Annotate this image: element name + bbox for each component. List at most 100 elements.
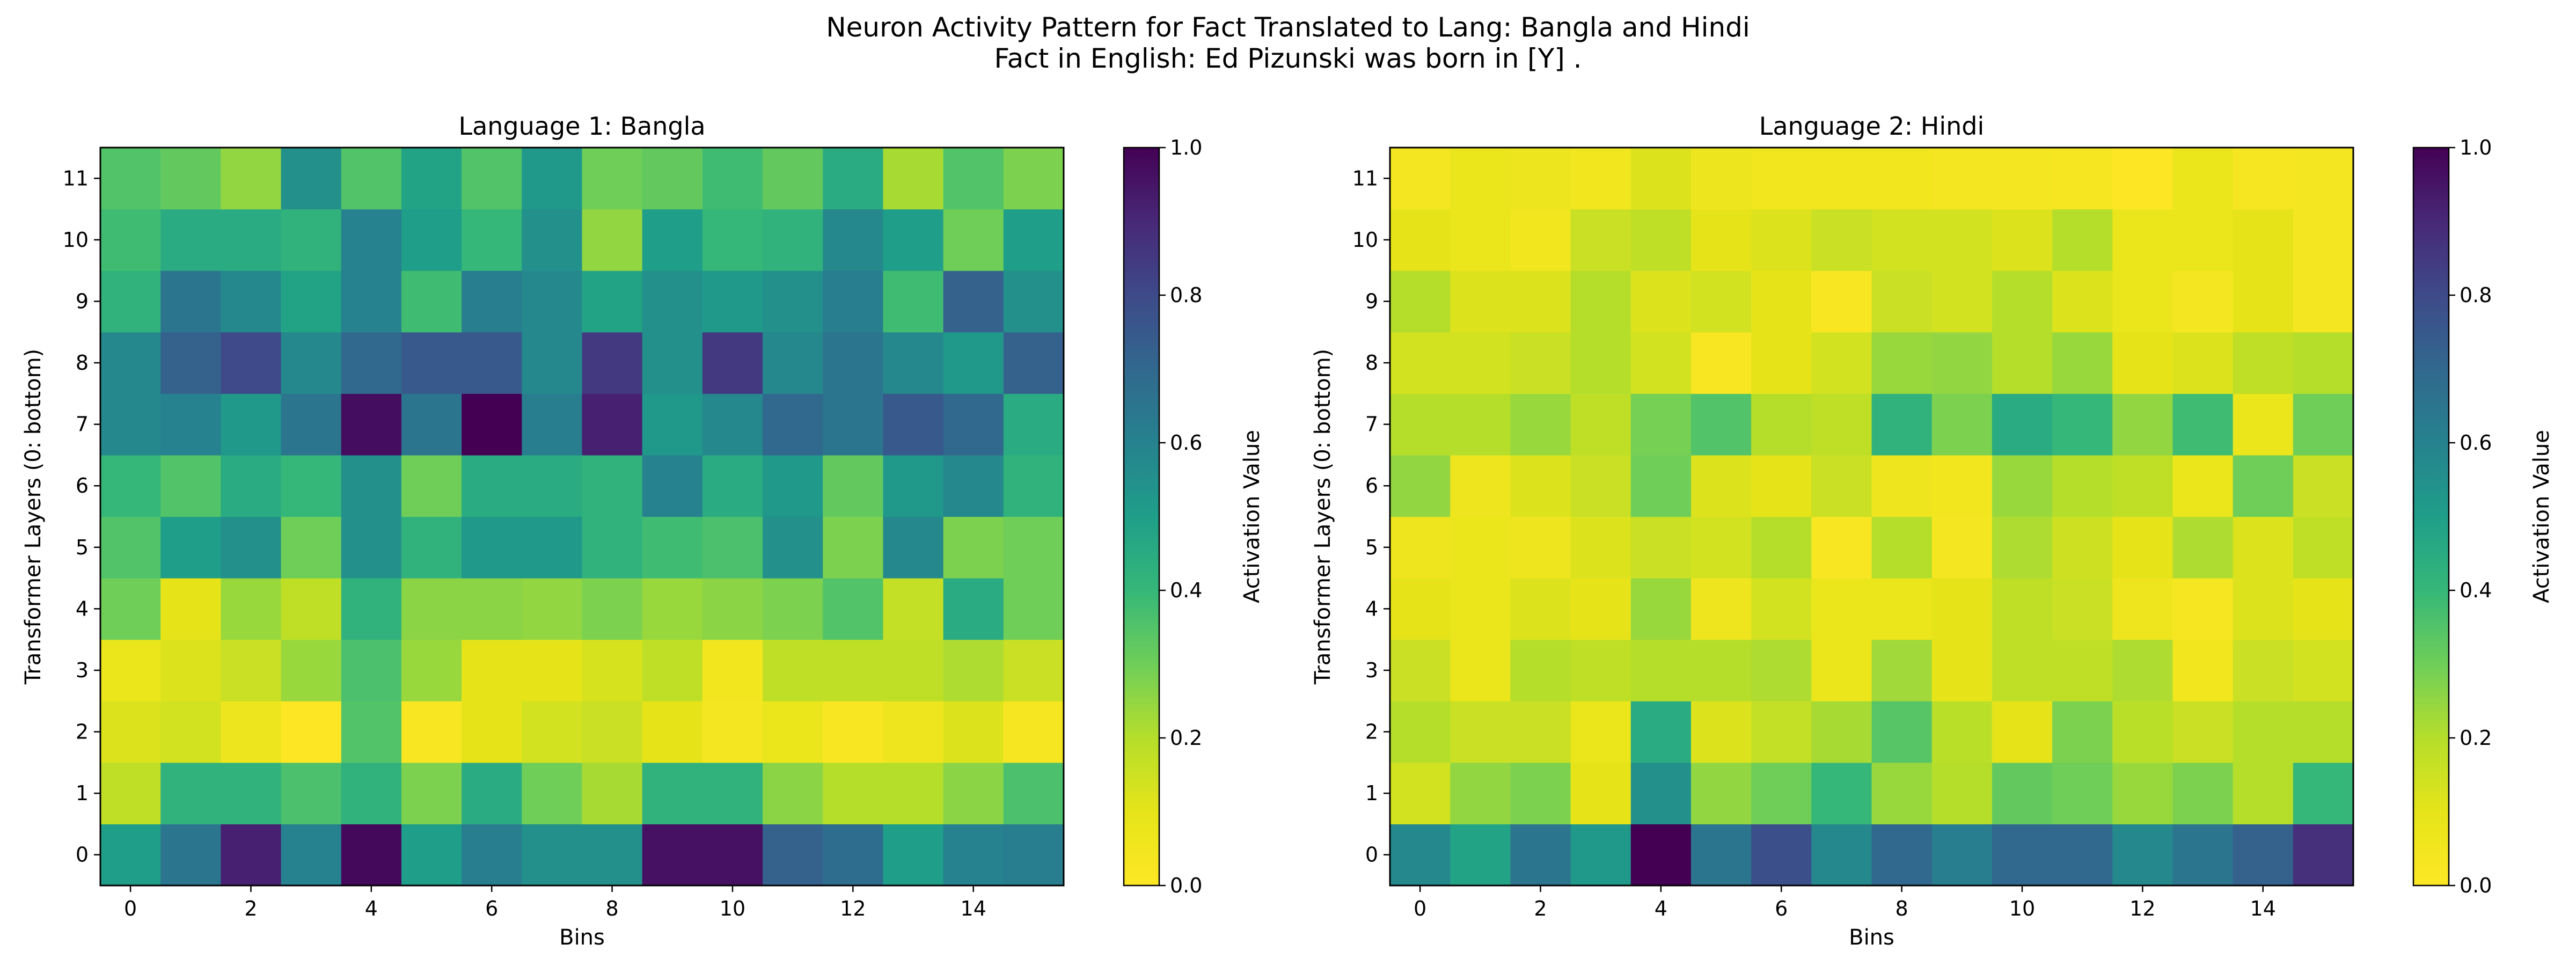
heatmap-cell [341,270,402,333]
heatmap-cell [160,148,221,210]
y-tick-label: 11 [63,166,89,190]
heatmap-cell [642,270,703,333]
heatmap-cell [1811,824,1872,886]
heatmap-cell [943,639,1004,701]
heatmap-cell [2052,270,2113,333]
heatmap-cell [160,762,221,825]
heatmap-cell [582,578,643,640]
heatmap-cell [823,762,884,825]
heatmap-cell [341,209,402,271]
heatmap-cell [100,455,161,517]
heatmap-cell [221,209,282,271]
heatmap-cell [281,578,342,640]
heatmap-cell [1871,701,1933,763]
heatmap-cell [1871,639,1933,701]
heatmap-cell [943,209,1004,271]
heatmap-cell [100,824,161,886]
heatmap-cell [1003,455,1064,517]
heatmap-cell [763,393,823,456]
heatmap-cell [1630,393,1692,456]
heatmap-cell [642,209,703,271]
heatmap-cell [1450,516,1511,579]
y-tick-label: 0 [76,843,89,867]
y-tick-label: 5 [1365,536,1378,559]
heatmap-cell [1630,639,1692,701]
heatmap-cell [2233,209,2294,271]
heatmap-cell [1570,516,1631,579]
heatmap-cell [401,209,462,271]
figure-title-line1: Neuron Activity Pattern for Fact Transla… [826,12,1750,43]
heatmap-cell [401,824,462,886]
heatmap-cell [702,148,763,210]
heatmap-cell [1003,270,1064,333]
heatmap-cell [823,148,884,210]
y-tick-label: 4 [1365,597,1378,620]
heatmap-cell [1992,516,2053,579]
heatmap-cell [2233,639,2294,701]
heatmap-cell [883,148,944,210]
heatmap-cell [1871,578,1933,640]
colorbar-tick-label: 1.0 [2460,136,2492,159]
heatmap-cell [1931,762,1993,825]
heatmap-cell [642,455,703,517]
heatmap-cell [462,209,522,271]
heatmap-cell [1630,209,1692,271]
heatmap-cell [2293,578,2354,640]
heatmap-cell [823,393,884,456]
heatmap-cell [401,393,462,456]
heatmap-cell [1450,824,1511,886]
heatmap-cell [1390,455,1451,517]
heatmap-cell [763,209,823,271]
heatmap-cell [1690,578,1752,640]
heatmap-cell [401,148,462,210]
heatmap-cell [2233,824,2294,886]
heatmap-cell [341,824,402,886]
heatmap-cell [1390,332,1451,394]
heatmap-cell [883,762,944,825]
colorbar-tick-label: 0.2 [1170,726,1202,750]
heatmap-cell [281,209,342,271]
heatmap-cell [522,762,583,825]
heatmap-cell [401,578,462,640]
heatmap-cell [1390,393,1451,456]
heatmap-cell [1510,701,1571,763]
y-tick-label: 9 [1365,289,1378,313]
y-tick-label: 6 [1365,474,1378,497]
x-tick-label: 12 [2129,897,2155,920]
heatmap-cell [1450,762,1511,825]
y-tick-label: 2 [76,720,89,744]
heatmap-cell [1003,209,1064,271]
heatmap-cell [2293,209,2354,271]
heatmap-cell [1450,393,1511,456]
heatmap-cell [1811,393,1872,456]
heatmap-cell [401,701,462,763]
heatmap-cell [582,148,643,210]
heatmap-cell [1931,332,1993,394]
heatmap-cell [1450,270,1511,333]
heatmap-cell [2233,148,2294,210]
heatmap-cell [763,639,823,701]
heatmap-cell [2233,270,2294,333]
heatmap-cell [1003,578,1064,640]
colorbar-tick-label: 0.2 [2460,726,2492,750]
heatmap-cell [1931,455,1993,517]
heatmap-cell [702,393,763,456]
heatmap-cell [1390,762,1451,825]
heatmap-cell [100,578,161,640]
heatmap-cell [642,824,703,886]
colorbar-tick-label: 1.0 [1170,136,1202,159]
heatmap-cell [341,516,402,579]
heatmap-cell [582,762,643,825]
y-tick-label: 10 [63,228,89,252]
heatmap-cell [642,639,703,701]
heatmap-cell [522,209,583,271]
heatmap-cell [1811,578,1872,640]
x-tick-label: 2 [244,897,257,920]
heatmap-cell [1390,578,1451,640]
heatmap-cell [1003,516,1064,579]
heatmap-cell [943,578,1004,640]
heatmap-cell [642,762,703,825]
heatmap-cell [2112,762,2174,825]
y-tick-label: 4 [76,597,89,620]
heatmap-cell [1992,148,2053,210]
